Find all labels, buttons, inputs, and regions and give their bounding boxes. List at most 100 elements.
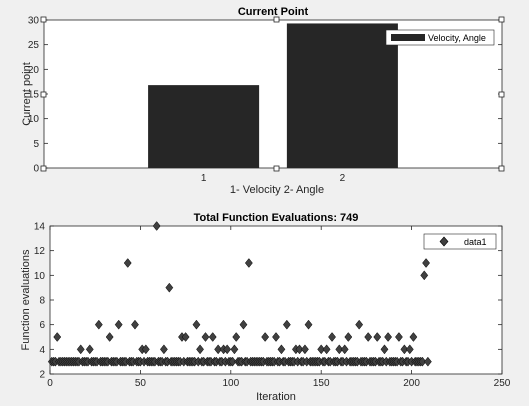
data-point: [53, 332, 62, 342]
bottom-xtick-label: 150: [313, 378, 330, 389]
data-point: [141, 344, 150, 355]
data-point: [384, 332, 393, 342]
top-ytick-label: 25: [28, 40, 40, 51]
data-point: [244, 258, 253, 268]
data-point: [76, 344, 85, 355]
handle-bottom-left[interactable]: [40, 165, 47, 172]
top-xtick-label: 2: [340, 173, 346, 184]
top-xtick-label: 1: [201, 173, 207, 184]
data-point: [105, 332, 114, 342]
data-point: [196, 344, 204, 355]
data-point: [340, 344, 349, 355]
data-point: [261, 332, 270, 342]
data-point: [159, 344, 168, 355]
handle-middle-left[interactable]: [40, 91, 47, 98]
top-y-axis-label: Current point: [21, 62, 33, 126]
data-point: [228, 356, 237, 367]
bottom-xtick-label: 100: [222, 378, 239, 389]
bottom-xtick-label: 50: [135, 378, 147, 389]
bar-2: [286, 23, 398, 168]
bottom-ytick-label: 2: [39, 370, 45, 381]
current-point-chart: Current Point Current point 1- Velocity …: [21, 6, 505, 196]
data-point: [409, 332, 418, 342]
data-point: [355, 319, 364, 330]
bottom-xtick-label: 250: [494, 378, 511, 389]
top-ytick-label: 0: [33, 164, 39, 175]
data-point: [344, 332, 353, 342]
data-point: [395, 332, 403, 342]
bottom-ytick-label: 10: [34, 271, 46, 282]
data-point: [123, 258, 132, 268]
data-point: [282, 319, 291, 330]
data-point: [301, 344, 309, 355]
data-point: [364, 332, 373, 342]
data-point: [422, 258, 430, 268]
handle-middle-right[interactable]: [498, 91, 505, 98]
data-point: [239, 319, 248, 330]
bottom-ytick-label: 14: [34, 222, 46, 233]
bottom-xtick-label: 0: [47, 378, 53, 389]
handle-top-left[interactable]: [40, 16, 47, 23]
handle-top-middle[interactable]: [273, 16, 280, 23]
data-point: [322, 344, 331, 355]
data-point: [181, 332, 190, 342]
data-point: [214, 344, 223, 355]
data-point: [418, 356, 427, 367]
data-point: [328, 332, 336, 342]
data-point: [165, 282, 174, 293]
data-point: [114, 319, 123, 330]
top-legend-box: [385, 29, 495, 46]
data-point: [423, 356, 432, 367]
bottom-y-axis-label: Function evaluations: [20, 249, 32, 350]
top-legend-label: Velocity, Angle: [428, 33, 486, 43]
data-point: [304, 319, 313, 330]
bottom-ytick-label: 4: [39, 345, 45, 356]
data-point: [277, 344, 286, 355]
data-point: [192, 319, 201, 330]
data-point: [232, 332, 241, 342]
bottom-ytick-label: 12: [34, 246, 46, 257]
bar-1: [148, 85, 260, 168]
handle-top-right[interactable]: [498, 16, 505, 23]
data-point: [201, 332, 210, 342]
data-point: [223, 344, 232, 355]
bottom-ytick-label: 8: [39, 296, 45, 307]
bottom-legend: data1: [423, 233, 497, 250]
bottom-x-axis-label: Iteration: [256, 391, 296, 403]
top-ytick-label: 30: [28, 16, 40, 27]
function-evaluations-chart: Total Function Evaluations: 749 Function…: [20, 212, 511, 403]
data-point: [380, 344, 389, 355]
bottom-legend-box: [423, 233, 497, 250]
data-point: [335, 344, 344, 355]
top-x-axis-label: 1- Velocity 2- Angle: [230, 184, 324, 196]
handle-bottom-middle[interactable]: [273, 165, 280, 172]
bottom-xtick-label: 200: [403, 378, 420, 389]
data-point: [272, 332, 280, 342]
data-point: [85, 344, 94, 355]
top-ytick-label: 15: [28, 90, 40, 101]
data-point: [373, 332, 382, 342]
bottom-plot-area: [49, 225, 503, 375]
top-legend: Velocity, Angle: [385, 29, 495, 46]
top-legend-swatch: [391, 34, 425, 41]
data-point: [94, 319, 103, 330]
top-ytick-label: 10: [28, 114, 40, 125]
selection-handles: [40, 16, 505, 172]
handle-bottom-right[interactable]: [498, 165, 505, 172]
data-point: [317, 344, 326, 355]
top-chart-title: Current Point: [238, 6, 309, 18]
data-point: [400, 344, 409, 355]
data-point: [230, 344, 239, 355]
bottom-legend-label: data1: [464, 237, 487, 247]
data-point: [295, 344, 304, 355]
bottom-ytick-label: 6: [39, 320, 45, 331]
bottom-chart-title: Total Function Evaluations: 749: [194, 212, 359, 224]
bottom-legend-marker: [439, 236, 449, 247]
top-ytick-label: 20: [28, 65, 40, 76]
data-point: [420, 270, 429, 281]
data-point: [208, 332, 217, 342]
data-point: [405, 344, 414, 355]
top-ytick-label: 5: [33, 139, 39, 150]
data-point: [152, 221, 161, 231]
